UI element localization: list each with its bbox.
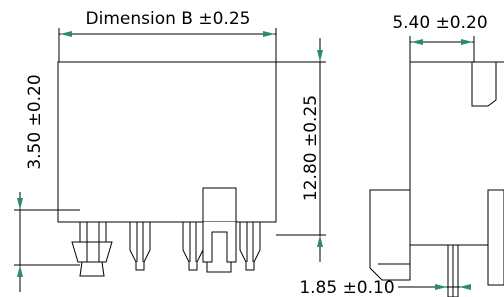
dimension-label: 3.50 ±0.20 <box>25 74 45 169</box>
pin-offset-dimension <box>398 284 471 290</box>
side-width-dimension <box>410 36 474 62</box>
top-dimension <box>59 28 276 62</box>
dimension-label: 1.85 ±0.10 <box>299 278 394 297</box>
drawing: Dimension B ±0.25 12.80 ±0.25 3.50 ±0.20 <box>0 0 504 297</box>
dimension-label: Dimension B ±0.25 <box>86 9 251 29</box>
page-body: Dimension B ±0.25 12.80 ±0.25 3.50 ±0.20 <box>0 0 504 297</box>
page: {"dimensions": {"width_front": "Dimensio… <box>0 0 504 297</box>
front-body <box>58 62 276 222</box>
dimension-label: 5.40 ±0.20 <box>392 13 487 33</box>
side-view <box>370 62 504 297</box>
dimension-label: 12.80 ±0.25 <box>301 95 321 201</box>
